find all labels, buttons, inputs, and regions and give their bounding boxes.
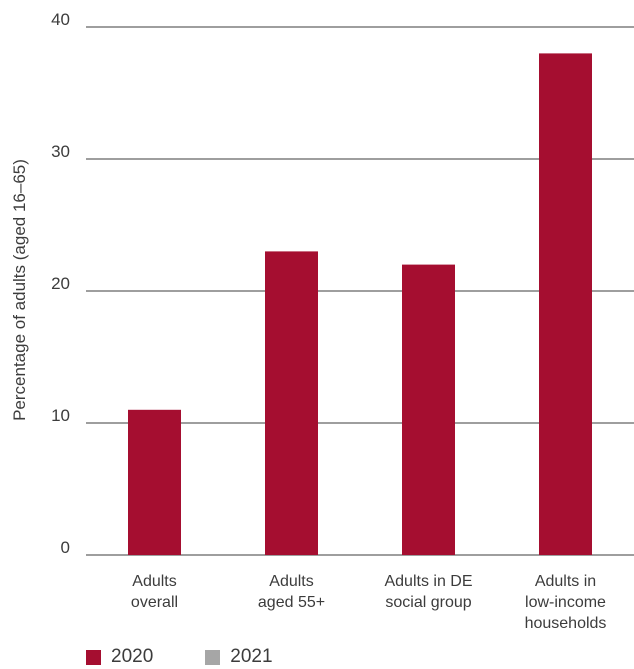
- legend-label-2021: 2021: [230, 646, 273, 667]
- y-tick-label: 20: [51, 274, 70, 293]
- legend-item-2021: 2021: [205, 646, 273, 668]
- bar-2020-3: [539, 53, 592, 556]
- y-tick-label: 10: [51, 406, 70, 425]
- bar-chart: 0 10 20 30 40 Percentage of adults (aged 16–…: [10, 10, 634, 632]
- bar-2020-1: [265, 251, 318, 555]
- y-axis-title: Percentage of adults (aged 16–65): [10, 159, 29, 421]
- legend-swatch-2020: [86, 649, 101, 665]
- bar-2020-0: [128, 409, 181, 555]
- bars: [128, 53, 592, 556]
- y-tick-label: 30: [51, 142, 70, 161]
- legend-label-2020: 2020: [111, 646, 154, 667]
- legend-swatch-2021: [205, 649, 221, 665]
- legend: 2020 2021: [86, 646, 325, 668]
- x-axis-categories: Adults overall Adults aged 55+ Adults in DE s…: [131, 573, 606, 632]
- bar-2020-2: [402, 264, 455, 555]
- y-tick-label: 0: [61, 538, 70, 557]
- x-category-label: Adults in low-income households: [525, 573, 607, 632]
- y-tick-label: 40: [51, 10, 70, 29]
- y-axis-ticks: 0 10 20 30 40: [51, 10, 70, 557]
- x-category-label: Adults in DE social group: [384, 573, 472, 611]
- x-category-label: Adults overall: [131, 573, 178, 611]
- legend-item-2020: 2020: [86, 646, 153, 668]
- x-category-label: Adults aged 55+: [258, 573, 325, 611]
